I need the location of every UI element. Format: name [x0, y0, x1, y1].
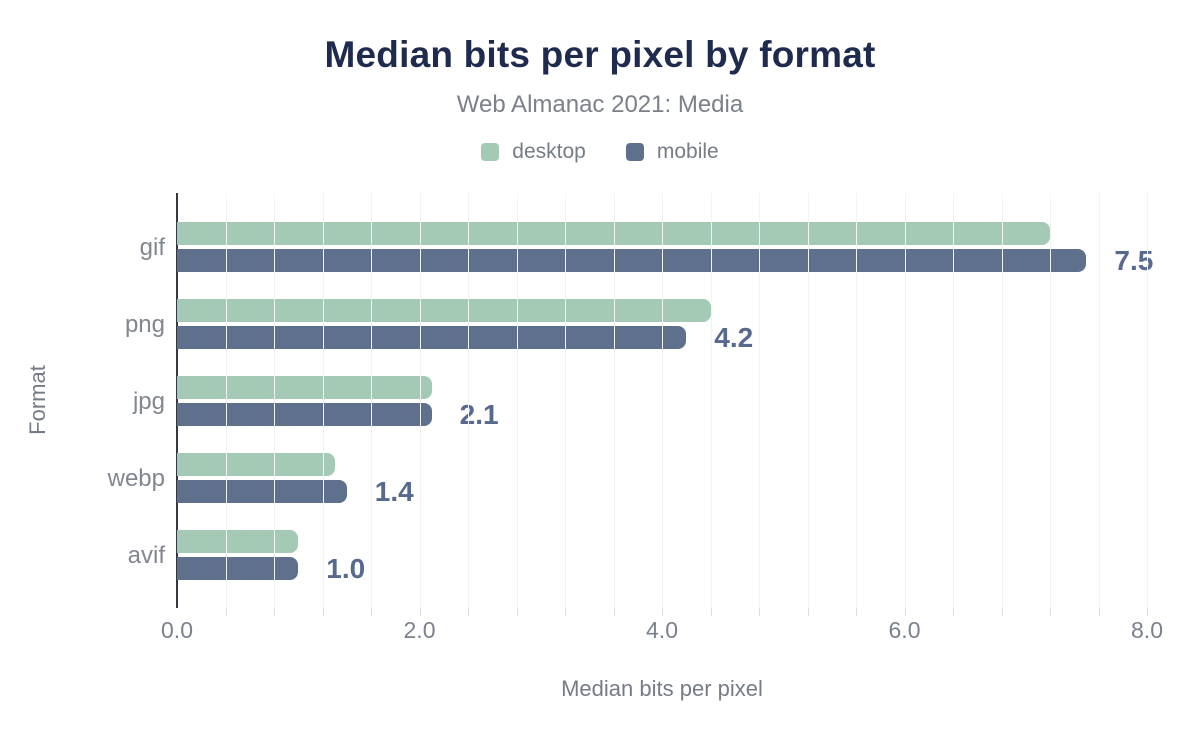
gridline — [565, 193, 566, 608]
x-axis-tick — [274, 608, 275, 616]
gridline — [613, 193, 615, 608]
gridline — [371, 193, 372, 608]
bar-mobile-webp — [177, 480, 347, 503]
x-axis-tick — [710, 608, 712, 616]
x-axis-tick — [807, 608, 809, 616]
y-axis-line — [176, 193, 178, 608]
gridline — [468, 193, 469, 608]
x-axis-tick — [1050, 608, 1051, 616]
bar-row-webp: webp 1.4 — [108, 440, 1160, 517]
gridline — [1147, 193, 1148, 608]
x-axis-tick — [1001, 608, 1003, 616]
x-axis-tick — [613, 608, 615, 616]
legend-label: mobile — [656, 140, 719, 163]
x-axis-tick — [953, 608, 954, 616]
y-axis-title: Format — [25, 365, 50, 435]
legend-item-mobile: mobile — [625, 140, 719, 164]
x-axis-title: Median bits per pixel — [561, 676, 763, 701]
x-tick-label: 0.0 — [161, 617, 193, 643]
gridline — [759, 193, 760, 608]
chart-subtitle: Web Almanac 2021: Media — [456, 91, 744, 118]
bar-group-gif — [177, 222, 1087, 272]
x-axis-tick — [1098, 608, 1100, 616]
bar-desktop-png — [177, 299, 711, 322]
x-tick-label: 4.0 — [646, 617, 678, 643]
category-label: gif — [139, 234, 165, 261]
x-tick-label: 2.0 — [403, 617, 436, 643]
data-label: 1.0 — [326, 553, 366, 584]
bar-mobile-gif — [177, 249, 1087, 272]
bar-group-avif — [177, 530, 299, 580]
x-axis-tick — [759, 608, 760, 616]
gridline — [274, 193, 275, 608]
bar-row-jpg: jpg 2.1 — [133, 363, 1160, 440]
bar-group-jpg — [177, 376, 432, 426]
plot-area: gif 7.5 png 4.2 jpg 2.1 webp 1.4 avif 1.0 0.0 2.0 4… — [108, 193, 1163, 643]
gridline — [710, 193, 712, 608]
legend-item-desktop: desktop — [481, 140, 586, 164]
gridline — [1001, 193, 1003, 608]
category-label: webp — [107, 465, 165, 492]
bar-row-png: png 4.2 — [125, 286, 1160, 363]
x-axis-tick — [1147, 608, 1148, 616]
gridline — [904, 193, 906, 608]
gridline — [419, 193, 421, 608]
x-axis-tick — [225, 608, 227, 616]
gridline — [662, 193, 663, 608]
gridline — [856, 193, 857, 608]
legend-swatch-desktop — [481, 143, 500, 161]
legend-label: desktop — [512, 140, 586, 163]
data-label: 4.2 — [714, 322, 754, 353]
bar-desktop-webp — [177, 453, 335, 476]
bar-row-avif: avif 1.0 — [128, 517, 1160, 594]
category-label: avif — [127, 542, 165, 569]
data-label: 1.4 — [374, 476, 414, 507]
x-tick-label: 8.0 — [1131, 617, 1163, 643]
gridline — [322, 193, 324, 608]
bar-group-webp — [177, 453, 347, 503]
gridline — [1050, 193, 1051, 608]
data-label: 2.1 — [459, 399, 499, 430]
bar-desktop-jpg — [177, 376, 432, 399]
bar-group-png — [177, 299, 711, 349]
gridline — [225, 193, 227, 608]
gridline — [1098, 193, 1100, 608]
category-label: jpg — [132, 388, 165, 415]
x-axis-tick — [856, 608, 857, 616]
legend: desktop mobile — [0, 140, 1200, 164]
category-label: png — [124, 311, 165, 338]
data-label: 7.5 — [1114, 245, 1154, 276]
gridline — [516, 193, 518, 608]
gridline — [807, 193, 809, 608]
x-axis-tick — [662, 608, 663, 616]
x-axis-tick — [565, 608, 566, 616]
legend-swatch-mobile — [625, 143, 644, 161]
x-axis-tick — [468, 608, 469, 616]
bar-rows: gif 7.5 png 4.2 jpg 2.1 webp 1.4 avif 1.0 — [108, 209, 1160, 594]
bar-mobile-png — [177, 326, 687, 349]
bar-row-gif: gif 7.5 — [140, 209, 1160, 286]
x-tick-label: 6.0 — [888, 617, 921, 643]
x-axis-tick — [322, 608, 324, 616]
x-axis-tick — [371, 608, 372, 616]
x-axis-tick — [516, 608, 518, 616]
bar-desktop-avif — [177, 530, 299, 553]
x-axis-tick — [419, 608, 421, 616]
x-axis-tick — [904, 608, 906, 616]
bar-mobile-avif — [177, 557, 299, 580]
gridline — [953, 193, 954, 608]
bar-mobile-jpg — [177, 403, 432, 426]
chart-title: Median bits per pixel by format — [324, 34, 876, 75]
